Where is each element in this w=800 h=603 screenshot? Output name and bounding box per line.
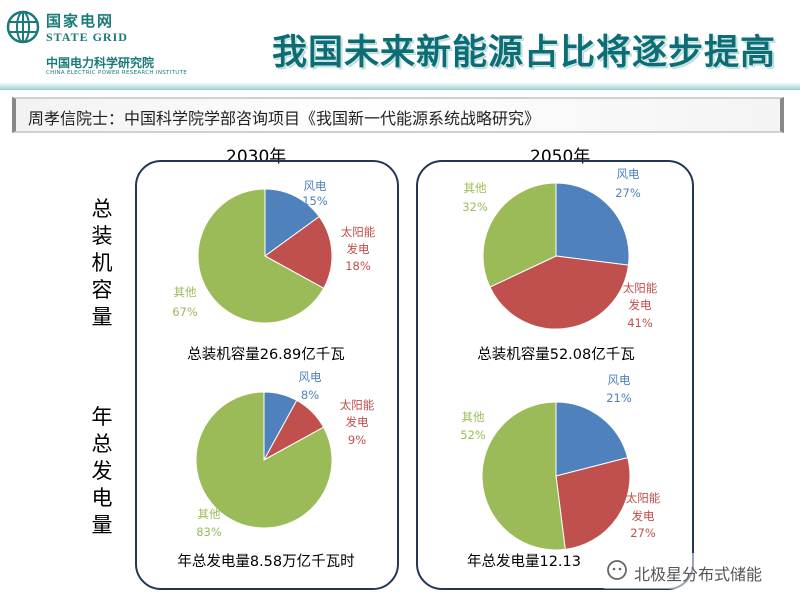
pie-3-slice-2-percent: 52% <box>460 428 486 442</box>
pie-1-slice-0-name: 风电 <box>617 167 640 181</box>
pie-1-slice-0-percent: 27% <box>615 186 641 200</box>
pie-1-slice-1-name: 太阳能 <box>623 281 658 295</box>
pie-3-caption: 年总发电量12.13 <box>467 553 581 570</box>
watermark-text: 北极星分布式储能 <box>634 565 763 584</box>
row-label-capacity: 总装机容量 <box>91 197 113 329</box>
pie-2-slice-1-percent: 9% <box>348 433 366 447</box>
pie-0-caption: 总装机容量26.89亿千瓦 <box>187 346 345 363</box>
pie-1-slice-0 <box>555 182 630 266</box>
pie-3-slice-2-name: 其他 <box>462 410 485 424</box>
pie-1-caption: 总装机容量52.08亿千瓦 <box>477 346 635 363</box>
pie-0-slice-2 <box>197 188 325 324</box>
header-divider <box>0 82 800 90</box>
pie-3-slice-0 <box>555 401 629 477</box>
subtitle: 周孝信院士：中国科学院学部咨询项目《我国新一代能源系统战略研究》 <box>28 109 541 128</box>
pie-0-slice-1-name: 太阳能 <box>341 225 376 239</box>
watermark: 北极星分布式储能 <box>602 553 800 589</box>
pie-2-caption: 年总发电量8.58万亿千瓦时 <box>177 553 354 570</box>
pie-3-slice-1 <box>555 456 631 550</box>
institute-en-text: CHINA ELECTRIC POWER RESEARCH INSTITUTE <box>46 70 188 76</box>
pie-1-slice-1 <box>489 255 629 330</box>
page-title: 我国未来新能源占比将逐步提高 <box>272 33 777 73</box>
pie-3-slice-1-name: 发电 <box>632 509 655 523</box>
pie-0-slice-0-name: 风电 <box>304 179 327 193</box>
panel-2030 <box>135 160 399 590</box>
logo-en-text: STATE GRID <box>46 30 128 44</box>
year-label-2030: 2030年 <box>226 147 287 167</box>
logo-cn-text: 国家电网 <box>46 12 115 30</box>
pie-3-slice-1-name: 太阳能 <box>626 491 661 505</box>
institute-cn-text: 中国电力科学研究院 <box>46 56 155 70</box>
pie-1-slice-2-name: 其他 <box>464 181 487 195</box>
pie-2-slice-1-name: 太阳能 <box>340 398 375 412</box>
pie-0-slice-1-percent: 18% <box>345 259 371 273</box>
row-label-generation: 年总发电量 <box>91 405 113 537</box>
pie-1-slice-1-name: 发电 <box>629 298 652 312</box>
state-grid-logo: 国家电网 STATE GRID 中国电力科学研究院 CHINA ELECTRIC… <box>6 6 256 80</box>
year-label-2050: 2050年 <box>530 147 591 167</box>
pie-1-slice-2 <box>482 182 557 288</box>
globe-icon <box>6 10 40 44</box>
panel-2050 <box>416 160 694 590</box>
pie-1-slice-2-percent: 32% <box>462 200 488 214</box>
pie-0-slice-2-name: 其他 <box>174 285 197 299</box>
pie-0-slice-2-percent: 67% <box>172 305 198 319</box>
pie-2-slice-2-name: 其他 <box>198 507 221 521</box>
pie-0-slice-0 <box>264 188 320 257</box>
pie-2-slice-2-percent: 83% <box>196 525 222 539</box>
pie-0-slice-0-percent: 15% <box>302 194 328 208</box>
pie-0-slice-1-name: 发电 <box>347 242 370 256</box>
pie-2-slice-1-name: 发电 <box>346 415 369 429</box>
pie-0-slice-1 <box>264 215 333 289</box>
pie-2-slice-0-name: 风电 <box>299 370 322 384</box>
pie-3-slice-0-name: 风电 <box>608 373 631 387</box>
pie-3-slice-1-percent: 27% <box>630 526 656 540</box>
subtitle-bar <box>12 97 784 133</box>
pie-2-slice-2 <box>195 391 333 529</box>
pie-1-slice-1-percent: 41% <box>627 316 653 330</box>
pie-3-slice-2 <box>481 401 566 551</box>
wechat-icon <box>607 560 627 580</box>
pie-3-slice-0-percent: 21% <box>606 391 632 405</box>
pie-2-slice-0-percent: 8% <box>301 388 319 402</box>
